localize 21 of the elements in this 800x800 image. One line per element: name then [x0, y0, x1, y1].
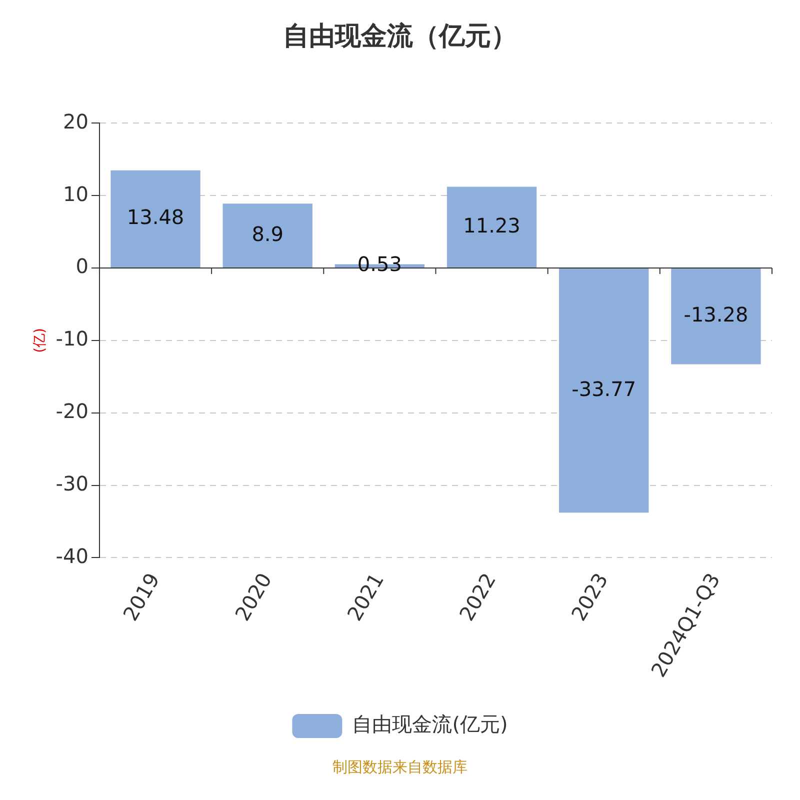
y-tick-label: 10 [63, 182, 88, 206]
data-label: 13.48 [126, 205, 184, 230]
data-label: 11.23 [463, 213, 520, 238]
bar [446, 186, 537, 268]
y-tick-label: -20 [56, 399, 88, 424]
y-tick-label: 0 [76, 254, 88, 278]
y-tick-label: 20 [63, 109, 88, 134]
data-label: -33.77 [572, 376, 636, 401]
legend-label: 自由现金流(亿元) [352, 712, 508, 736]
y-axis-title: (亿) [32, 328, 48, 353]
data-label: -13.28 [684, 302, 748, 327]
bar [110, 170, 200, 268]
y-tick-label: -40 [56, 544, 88, 568]
bar [671, 268, 761, 364]
bar [559, 268, 649, 513]
y-tick-label: -30 [56, 472, 88, 496]
chart-title: 自由现金流（亿元） [283, 21, 517, 52]
bar [222, 204, 312, 268]
data-label: 8.9 [252, 222, 284, 246]
text: 制图数据来自数据库 [332, 758, 468, 777]
y-tick-label: -10 [56, 326, 88, 351]
